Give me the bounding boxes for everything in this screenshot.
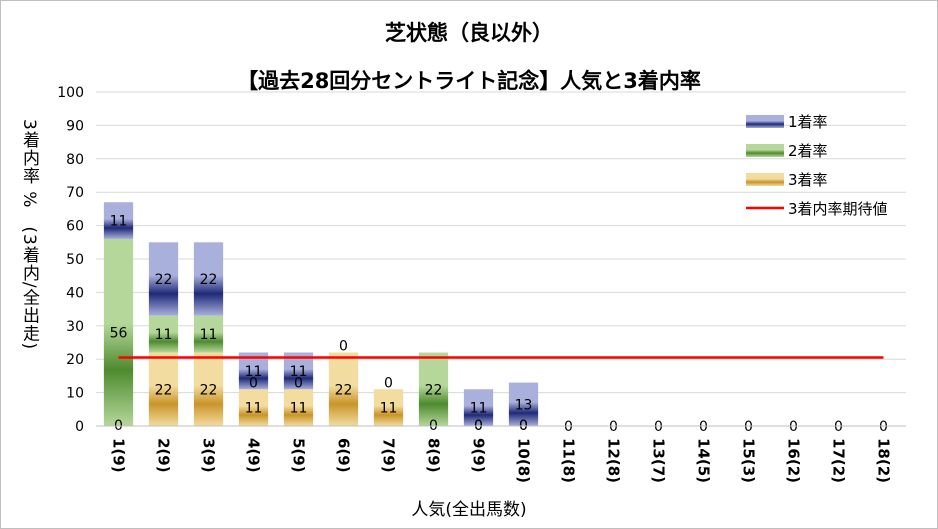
data-label: 11 xyxy=(200,327,218,343)
data-label: 11 xyxy=(290,364,308,380)
y-tick-label: 10 xyxy=(66,386,84,402)
data-label: 11 xyxy=(470,401,488,417)
data-label: 11 xyxy=(110,214,128,230)
data-label: 22 xyxy=(335,382,353,398)
x-tick-label: 4(9) xyxy=(245,438,263,473)
bar-segment xyxy=(103,238,134,426)
bar-segment xyxy=(463,389,494,426)
y-tick-label: 30 xyxy=(66,319,84,335)
legend-label: 3着内率期待値 xyxy=(788,200,888,218)
data-label: 11 xyxy=(245,401,263,417)
y-tick-label: 90 xyxy=(66,118,84,134)
x-tick-label: 14(5) xyxy=(695,438,713,483)
data-label: 22 xyxy=(155,382,173,398)
legend-swatch xyxy=(746,115,784,128)
bar-segment xyxy=(193,352,224,426)
bar-segment xyxy=(148,242,179,316)
legend-label: 2着率 xyxy=(788,142,828,160)
data-label: 11 xyxy=(290,401,308,417)
bar-segment xyxy=(193,315,224,353)
bar-segment xyxy=(238,389,269,426)
data-label: 0 xyxy=(744,419,753,435)
data-label: 0 xyxy=(699,419,708,435)
data-label: 22 xyxy=(200,272,218,288)
x-tick-label: 12(8) xyxy=(605,438,623,483)
data-label: 11 xyxy=(380,401,398,417)
y-tick-label: 70 xyxy=(66,185,84,201)
y-tick-label: 40 xyxy=(66,285,84,301)
data-label: 0 xyxy=(609,419,618,435)
bar-segment xyxy=(283,389,314,426)
data-label: 22 xyxy=(155,272,173,288)
x-tick-label: 5(9) xyxy=(290,438,308,473)
legend-swatch xyxy=(746,173,784,186)
x-tick-label: 9(9) xyxy=(470,438,488,473)
x-tick-label: 18(2) xyxy=(875,438,893,483)
y-tick-label: 100 xyxy=(57,85,84,101)
legend-label: 3着率 xyxy=(788,171,828,189)
data-label: 22 xyxy=(425,382,443,398)
data-label: 0 xyxy=(564,419,573,435)
data-label: 0 xyxy=(789,419,798,435)
data-label: 22 xyxy=(200,382,218,398)
x-tick-label: 1(9) xyxy=(110,438,128,473)
data-label: 0 xyxy=(294,375,303,391)
data-label: 0 xyxy=(339,339,348,355)
bar-segment xyxy=(193,242,224,316)
legend-label: 1着率 xyxy=(788,113,828,131)
data-label: 13 xyxy=(515,397,533,413)
data-label: 0 xyxy=(249,375,258,391)
x-tick-label: 13(7) xyxy=(650,438,668,483)
bar-segment xyxy=(103,202,134,239)
data-label: 0 xyxy=(879,419,888,435)
x-tick-label: 8(9) xyxy=(425,438,443,473)
legend-swatch xyxy=(746,144,784,157)
x-tick-label: 6(9) xyxy=(335,438,353,473)
x-tick-label: 15(3) xyxy=(740,438,758,483)
x-tick-label: 10(8) xyxy=(515,438,533,483)
chart-title: 芝状態（良以外） xyxy=(385,21,553,45)
data-label: 0 xyxy=(834,419,843,435)
data-label: 56 xyxy=(110,325,128,341)
chart-subtitle: 【過去28回分セントライト記念】人気と3着内率 xyxy=(237,69,701,93)
y-axis-label: 3着内率 % (3着内/全出走) xyxy=(19,119,39,351)
data-label: 0 xyxy=(654,419,663,435)
bar-segment xyxy=(328,352,359,426)
y-tick-label: 0 xyxy=(75,419,84,435)
x-tick-label: 7(9) xyxy=(380,438,398,473)
y-axis-label-wrap: 3着内率 % (3着内/全出走) xyxy=(17,119,45,419)
bar-segment xyxy=(418,352,449,426)
x-tick-label: 3(9) xyxy=(200,438,218,473)
y-tick-label: 60 xyxy=(66,219,84,235)
bar-segment xyxy=(508,382,539,426)
y-tick-label: 50 xyxy=(66,252,84,268)
data-label: 11 xyxy=(245,364,263,380)
bar-segment xyxy=(373,389,404,426)
y-tick-label: 80 xyxy=(66,152,84,168)
x-tick-label: 2(9) xyxy=(155,438,173,473)
bar-segment xyxy=(148,315,179,353)
y-tick-label: 20 xyxy=(66,352,84,368)
x-tick-label: 11(8) xyxy=(560,438,578,483)
data-label: 11 xyxy=(155,327,173,343)
x-tick-label: 16(2) xyxy=(785,438,803,483)
x-axis-label: 人気(全出馬数) xyxy=(411,500,527,520)
bar-segment xyxy=(148,352,179,426)
x-tick-label: 17(2) xyxy=(830,438,848,483)
data-label: 0 xyxy=(384,375,393,391)
